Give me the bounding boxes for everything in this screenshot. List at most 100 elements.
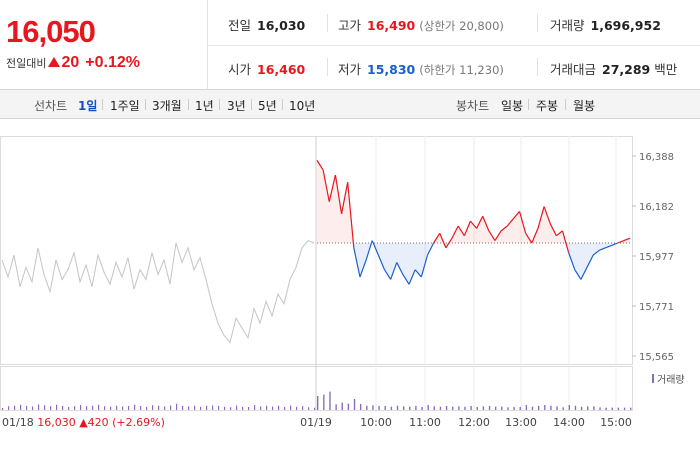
prev-day-summary: 01/18 16,030 ▲420 (+2.69%) [2,416,165,429]
volume-bar [248,407,250,410]
period-3m[interactable]: 3개월 [152,99,182,113]
period-5y[interactable]: 5년 [258,99,277,113]
price-segment [537,206,545,229]
volume-bar [568,405,571,410]
price-segment [555,230,563,237]
volume-bar [378,406,380,410]
period-10y[interactable]: 10년 [289,99,316,113]
price-fill [574,242,581,280]
stat-volume: 거래량 1,696,952 [550,18,661,33]
price-fill [580,242,588,280]
volume-bar [409,406,411,410]
price-segment [574,269,582,280]
separator [145,99,146,110]
volume-bar [134,404,136,410]
candle-weekly[interactable]: 주봉 [536,99,559,113]
price-segment [463,220,471,236]
price-chart[interactable]: 16,388 16,182 15,977 15,771 15,565 거래량 01/19 10… [0,120,700,450]
price-segment [580,267,588,280]
separator [251,99,252,110]
volume-bar [50,406,52,410]
x-tick-label: 14:00 [553,416,585,429]
volume-bar [421,407,423,410]
volume-bar [80,405,82,410]
stat-open: 시가 16,460 [228,62,306,77]
price-fill [390,242,397,280]
price-fill [396,242,403,275]
divider [327,58,328,76]
stat-trade-value: 거래대금 27,289 백만 [550,62,678,77]
volume-bar [176,403,178,410]
price-fill [556,230,563,243]
price-fill [317,160,324,243]
price-segment [611,242,618,246]
price-segment [353,247,361,278]
price-segment [592,249,600,256]
y-tick-label: 15,771 [639,302,674,313]
period-1d[interactable]: 1일 [78,99,98,113]
volume-bar [32,406,34,410]
volume-bar [605,407,607,410]
volume-bar [402,406,405,410]
divider [327,14,328,32]
volume-bar [341,402,343,410]
price-fill [458,225,465,243]
y-tick-label: 16,388 [639,152,674,163]
volume-bar [38,404,40,410]
volume-bar [427,405,429,410]
volume-bar [170,405,172,410]
price-segment [494,230,502,241]
period-3y[interactable]: 3년 [227,99,246,113]
volume-bar [128,406,130,410]
period-1y[interactable]: 1년 [195,99,214,113]
price-segment [408,269,416,285]
y-tick-label: 15,977 [639,252,674,263]
change-label: 전일대비 [6,57,47,70]
volume-bar [158,405,160,410]
stat-high: 고가 16,490 (상한가 20,800) [338,18,504,33]
volume-bar [56,404,58,410]
price-segment [340,182,349,214]
price-fill [323,170,330,243]
volume-bar [562,407,564,410]
up-triangle-icon [48,57,61,67]
price-segment [390,262,398,280]
change-rate: +0.12% [85,54,140,71]
volume-bar [266,405,268,410]
volume-bar [317,396,319,410]
period-1w[interactable]: 1주일 [110,99,140,113]
candle-daily[interactable]: 일봉 [501,99,524,113]
volume-bar [501,406,503,410]
volume-bar [593,406,595,410]
volume-bar [531,406,534,410]
price-segment [451,225,459,239]
volume-bar [458,406,460,410]
stats-row-divider [208,45,700,46]
volume-bar [347,403,350,410]
volume-bar [323,394,325,410]
price-fill [513,211,520,243]
volume-bar [525,405,528,410]
volume-bar [122,406,124,410]
price-change: 전일대비 20 +0.12% [6,54,140,72]
separator [102,99,103,110]
price-fill [335,174,342,243]
candle-monthly[interactable]: 월봉 [573,99,596,113]
price-segment [543,206,551,224]
price-fill [544,206,551,243]
volume-bar [415,406,417,410]
volume-bar [611,407,613,410]
candle-chart-label: 봉차트 [456,99,490,113]
x-tick-label: 01/19 [300,416,332,429]
price-segment [396,262,404,275]
volume-bar [439,406,442,410]
volume-bar [278,405,280,410]
price-segment [402,274,410,285]
volume-bar [206,405,208,410]
line-chart-label: 선차트 [34,99,68,113]
volume-bar [110,406,112,410]
stat-prev-close: 전일 16,030 [228,18,306,33]
x-tick-label: 13:00 [505,416,537,429]
change-value: 20 [61,54,80,71]
volume-bar [470,406,472,410]
